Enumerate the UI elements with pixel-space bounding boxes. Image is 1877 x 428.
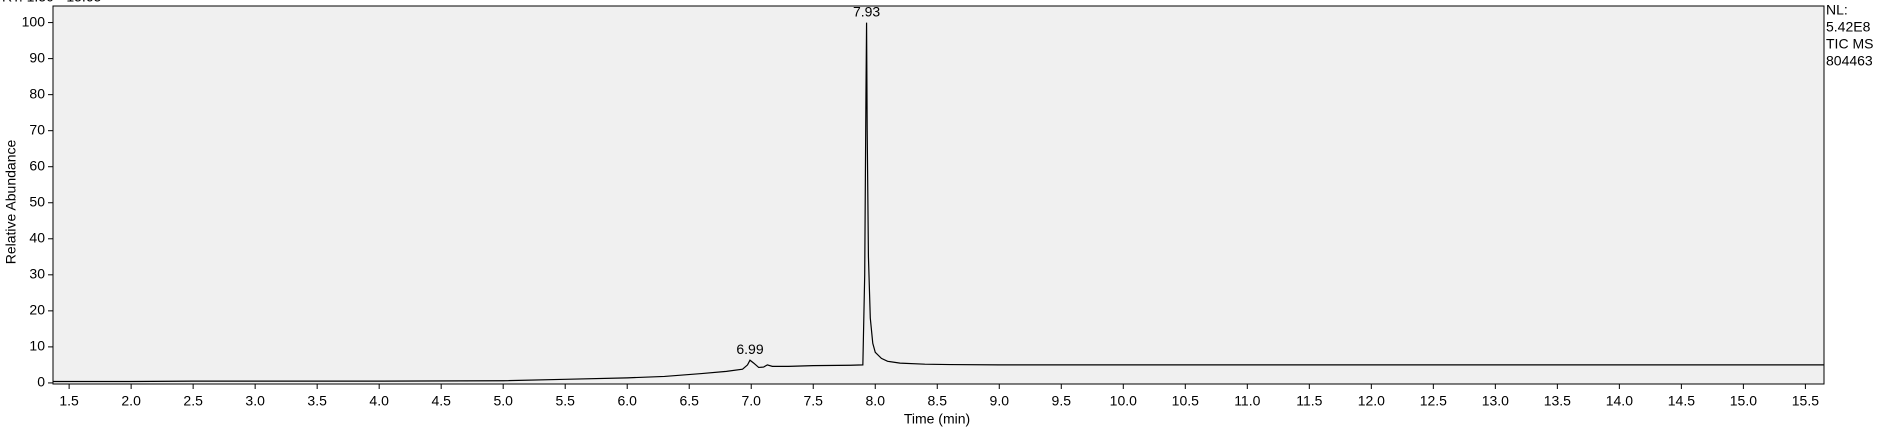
- x-tick-label: 12.5: [1420, 393, 1447, 409]
- x-tick-label: 5.0: [493, 393, 513, 409]
- info-text: NL:: [1826, 2, 1848, 18]
- header: RT: 1.50 - 15.65: [2, 0, 102, 5]
- y-tick-label: 100: [22, 13, 46, 29]
- peak-label: 6.99: [736, 341, 763, 357]
- x-tick-label: 7.0: [741, 393, 761, 409]
- x-tick-label: 6.0: [617, 393, 637, 409]
- y-tick-label: 10: [29, 338, 45, 354]
- x-tick-label: 7.5: [804, 393, 824, 409]
- x-tick-label: 6.5: [679, 393, 699, 409]
- x-axis-label: Time (min): [904, 411, 970, 427]
- x-tick-label: 10.0: [1110, 393, 1137, 409]
- x-tick-label: 2.0: [121, 393, 141, 409]
- x-tick-label: 13.5: [1544, 393, 1571, 409]
- x-tick-label: 15.0: [1730, 393, 1757, 409]
- y-tick-label: 70: [29, 121, 45, 137]
- x-tick-label: 12.0: [1358, 393, 1385, 409]
- y-tick-label: 60: [29, 157, 45, 173]
- x-tick-label: 1.5: [59, 393, 79, 409]
- info-text: 5.42E8: [1826, 19, 1871, 35]
- y-tick-label: 50: [29, 193, 45, 209]
- x-tick-label: 4.5: [431, 393, 451, 409]
- y-axis-label: Relative Abundance: [3, 140, 19, 265]
- x-tick-label: 14.5: [1668, 393, 1695, 409]
- peak-label: 7.93: [853, 3, 880, 19]
- y-tick-label: 30: [29, 266, 45, 282]
- info-text: TIC MS: [1826, 36, 1873, 52]
- x-tick-label: 3.5: [307, 393, 327, 409]
- trace: [53, 22, 1824, 383]
- y-tick-label: 80: [29, 85, 45, 101]
- x-tick-label: 11.5: [1296, 393, 1322, 409]
- x-tick-label: 11.0: [1234, 393, 1260, 409]
- x-tick-label: 9.0: [990, 393, 1010, 409]
- x-tick-label: 5.5: [555, 393, 575, 409]
- x-tick-label: 13.0: [1482, 393, 1509, 409]
- x-tick-label: 14.0: [1606, 393, 1633, 409]
- x-tick-label: 3.0: [245, 393, 265, 409]
- y-tick-label: 40: [29, 229, 45, 245]
- info-text: 804463: [1826, 53, 1873, 69]
- y-tick-label: 0: [37, 374, 45, 390]
- y-tick-label: 90: [29, 49, 45, 65]
- x-tick-label: 8.0: [866, 393, 886, 409]
- x-tick-label: 2.5: [183, 393, 203, 409]
- x-tick-label: 8.5: [928, 393, 948, 409]
- x-tick-label: 4.0: [369, 393, 389, 409]
- y-tick-label: 20: [29, 302, 45, 318]
- x-tick-label: 10.5: [1172, 393, 1199, 409]
- x-tick-label: 9.5: [1052, 393, 1072, 409]
- x-tick-label: 15.5: [1792, 393, 1819, 409]
- plot-area: [52, 5, 1825, 385]
